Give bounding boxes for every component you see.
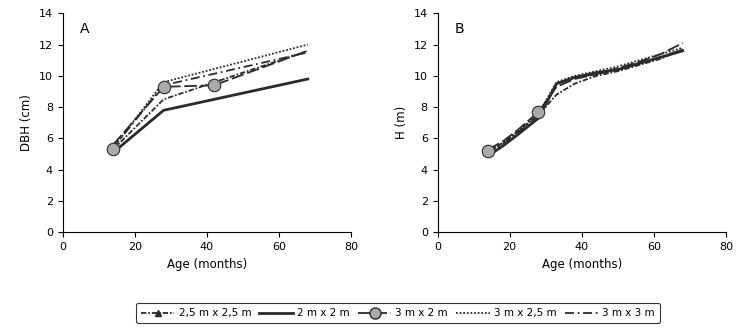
X-axis label: Age (months): Age (months) <box>542 258 622 271</box>
Y-axis label: H (m): H (m) <box>395 106 408 139</box>
Legend: 2,5 m x 2,5 m, 2 m x 2 m, 3 m x 2 m, 3 m x 2,5 m, 3 m x 3 m: 2,5 m x 2,5 m, 2 m x 2 m, 3 m x 2 m, 3 m… <box>136 303 660 323</box>
Y-axis label: DBH (cm): DBH (cm) <box>20 94 33 151</box>
X-axis label: Age (months): Age (months) <box>167 258 247 271</box>
Text: A: A <box>80 22 89 36</box>
Text: B: B <box>455 22 464 36</box>
